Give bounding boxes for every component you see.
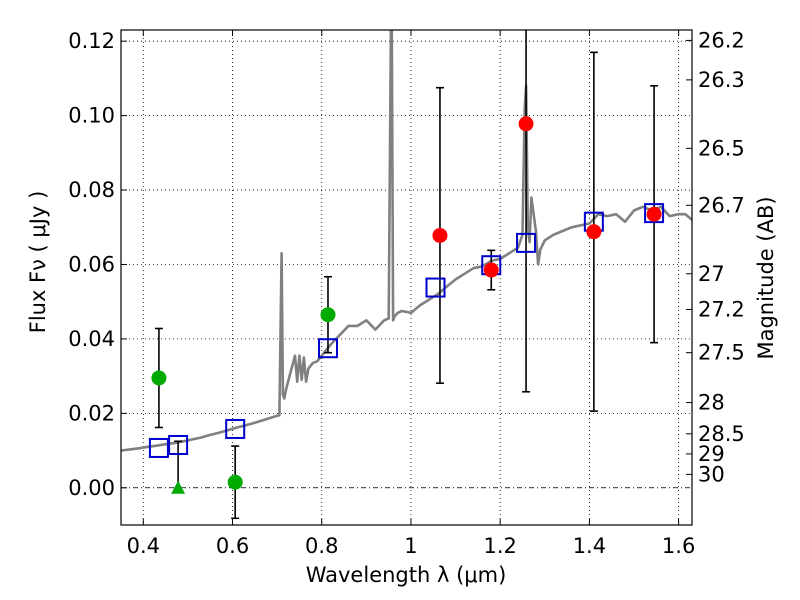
- y-tick-label: 0.06: [68, 252, 115, 276]
- x-tick-label: 1: [404, 534, 417, 558]
- magnitude-tick-label: 27.2: [698, 298, 745, 322]
- plot-frame: [120, 29, 693, 526]
- magnitude-tick-label: 27: [698, 262, 725, 286]
- y-tick-label: 0.04: [68, 327, 115, 351]
- model-square: [516, 232, 537, 253]
- y-tick-label: 0.08: [68, 178, 115, 202]
- nir-point: [646, 206, 662, 222]
- magnitude-tick-label: 27.5: [698, 341, 745, 365]
- grid: [121, 30, 692, 525]
- magnitude-tick-label: 26.3: [698, 68, 745, 92]
- y-axis: 0.00 0.02 0.04 0.06 0.08 0.10 0.12: [68, 29, 127, 500]
- x-tick-label: 1.6: [662, 534, 695, 558]
- magnitude-tick-label: 26.7: [698, 193, 745, 217]
- x-tick-label: 0.4: [127, 534, 160, 558]
- optical-point: [151, 370, 167, 386]
- y-tick-label: 0.10: [68, 104, 115, 128]
- optical-point: [320, 307, 336, 323]
- magnitude-tick-label: 28: [698, 391, 725, 415]
- nir-point: [483, 262, 499, 278]
- magnitude-tick-label: 26.2: [698, 28, 745, 52]
- x-tick-label: 0.8: [305, 534, 338, 558]
- model-square: [225, 418, 246, 439]
- y-tick-label: 0.12: [68, 29, 115, 53]
- magnitude-tick-label: 26.5: [698, 136, 745, 160]
- x-tick-label: 1.4: [573, 534, 606, 558]
- magnitude-tick-label: 30: [698, 462, 725, 486]
- y-axis-label: Flux Fν ( μJy ): [26, 191, 50, 334]
- model-square: [425, 277, 446, 298]
- magnitude-tick-label: 28.5: [698, 422, 745, 446]
- limit-triangle: [171, 480, 186, 494]
- x-tick-label: 0.6: [216, 534, 249, 558]
- nir-point: [432, 227, 448, 243]
- y-tick-label: 0.02: [68, 401, 115, 425]
- x-axis-label: Wavelength λ (μm): [306, 563, 507, 587]
- model-square: [317, 338, 338, 359]
- x-tick-label: 1.2: [483, 534, 516, 558]
- markers-layer: [148, 116, 665, 494]
- nir-point: [518, 116, 534, 132]
- x-axis: 0.4 0.6 0.8 1 1.2 1.4 1.6: [127, 30, 695, 558]
- model-square: [644, 203, 665, 224]
- spectrum-layer: [121, 30, 692, 452]
- optical-point: [227, 474, 243, 490]
- y-tick-label: 0.00: [68, 476, 115, 500]
- spectrum-line: [121, 30, 692, 452]
- model-square: [148, 437, 169, 458]
- model-square: [168, 434, 189, 455]
- magnitude-tick-label: 29: [698, 442, 725, 466]
- nir-point: [586, 224, 602, 240]
- magnitude-axis-label: Magnitude (AB): [754, 196, 778, 359]
